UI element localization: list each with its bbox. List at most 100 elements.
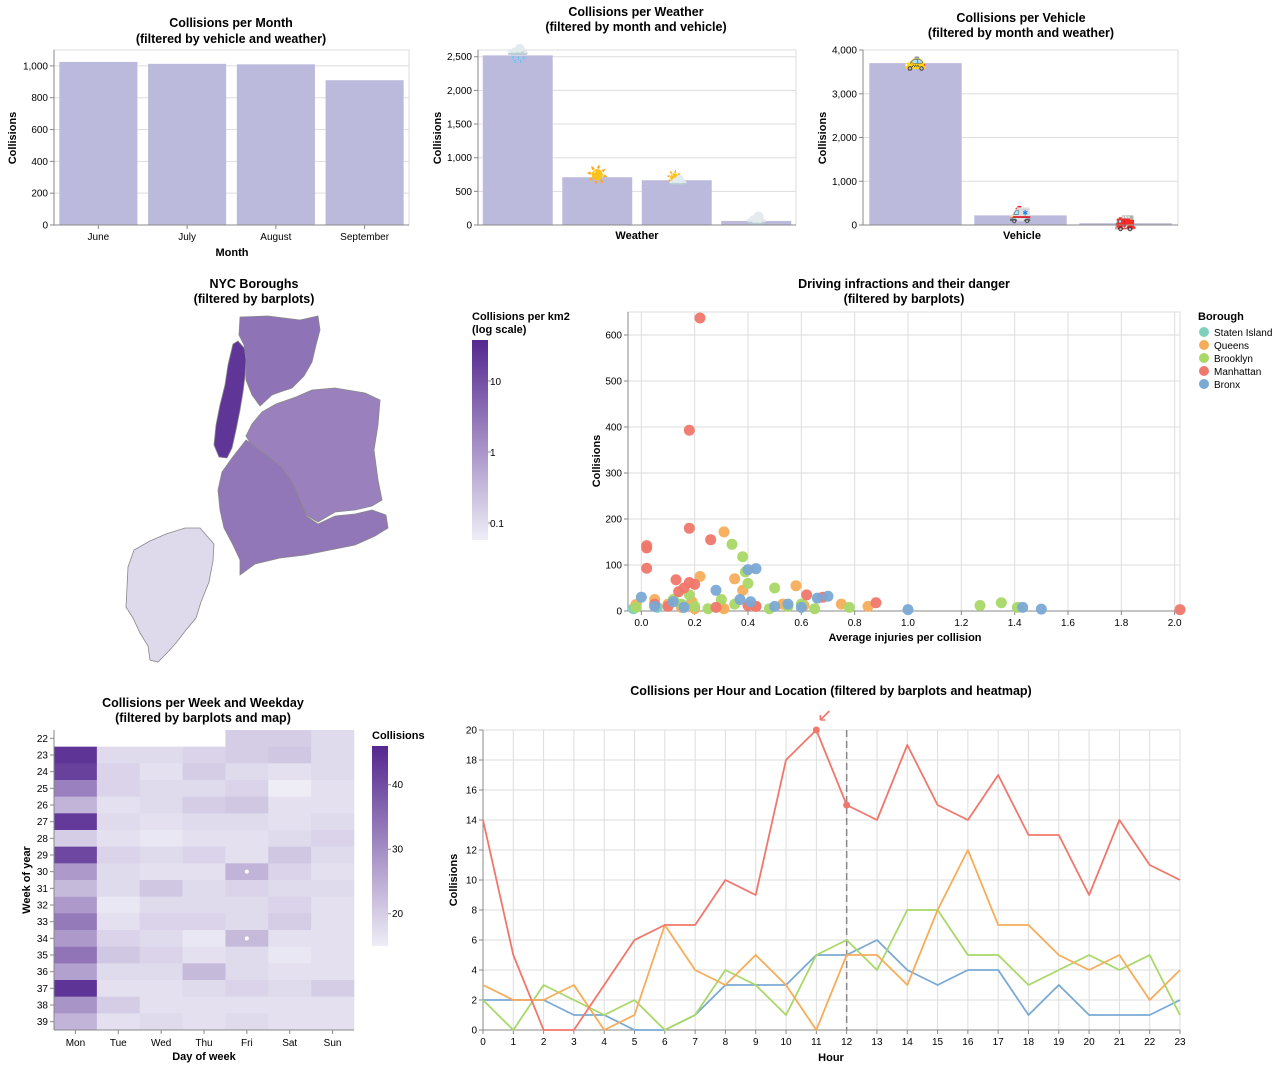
heatmap-cell — [54, 896, 98, 914]
heatmap-cell — [311, 863, 355, 881]
y-tick-label: 37 — [37, 984, 49, 995]
legend-tick-label: 40 — [392, 780, 404, 791]
y-tick-label: 400 — [605, 423, 622, 434]
x-tick-label: 0.4 — [741, 618, 755, 629]
heatmap-cell — [96, 813, 141, 831]
x-tick-label: 10 — [780, 1037, 792, 1048]
heatmap-cell — [182, 930, 226, 947]
borough-map[interactable]: NYC Boroughs (filtered by barplots) Coll… — [125, 277, 570, 663]
heatmap-cell — [311, 746, 355, 764]
borough-bronx[interactable] — [238, 315, 321, 407]
x-tick-label: Sun — [324, 1038, 342, 1049]
data-point — [790, 580, 802, 592]
heatmap-cell — [311, 980, 355, 997]
heatmap-cell — [311, 763, 355, 781]
chart-subtitle: (filtered by barplots) — [194, 292, 315, 306]
heatmap-cell — [311, 830, 355, 847]
x-tick-label: 19 — [1053, 1037, 1065, 1048]
heatmap-cell — [96, 946, 141, 964]
y-axis-label: Collisions — [591, 435, 603, 488]
legend-tick-label: 20 — [392, 909, 404, 920]
heatmap-cell — [311, 880, 355, 897]
chart-title: Collisions per Hour and Location (filter… — [630, 684, 1031, 698]
data-point — [769, 600, 781, 612]
y-tick-label: 39 — [37, 1017, 49, 1028]
heatmap-cell — [311, 780, 355, 797]
data-point — [801, 589, 813, 601]
x-tick-label: 9 — [753, 1037, 759, 1048]
legend-label: Brooklyn — [1214, 354, 1253, 365]
bar — [59, 61, 138, 225]
data-point — [734, 594, 746, 605]
heatmap-cell — [182, 796, 226, 814]
data-point — [742, 564, 754, 576]
heatmap-cell — [225, 780, 269, 797]
bar — [869, 63, 962, 225]
bar-icon: 🌧️ — [507, 42, 529, 64]
heatmap-cell — [182, 1013, 226, 1031]
pointer-arrow — [819, 710, 830, 721]
x-tick-label: 1 — [511, 1037, 517, 1048]
heatmap-cell — [268, 1013, 312, 1031]
map-color-legend: Collisions per km2 (log scale) 10 1 0.1 — [472, 311, 570, 540]
cell-marker — [244, 869, 249, 874]
borough-brooklyn[interactable] — [217, 439, 389, 576]
y-tick-label: 4,000 — [832, 46, 857, 57]
legend-label: Manhattan — [1214, 367, 1261, 378]
bar — [1079, 223, 1172, 225]
data-point — [641, 562, 653, 574]
heatmap-cell — [139, 963, 183, 981]
vehicle-bar-chart[interactable]: Collisions per Vehicle (filtered by mont… — [817, 11, 1179, 242]
heatmap-cell — [225, 1013, 269, 1031]
data-point — [641, 542, 653, 554]
cell-marker — [244, 936, 249, 941]
y-tick-label: 18 — [466, 756, 478, 767]
chart-subtitle: (filtered by month and vehicle) — [545, 20, 726, 34]
heatmap-cell — [139, 946, 183, 964]
y-tick-label: 32 — [37, 901, 49, 912]
heatmap-cell — [268, 880, 312, 897]
heatmap-cell — [139, 846, 183, 864]
legend-symbol — [1199, 327, 1209, 337]
heatmap-cell — [182, 946, 226, 964]
data-point — [902, 604, 914, 616]
x-tick-label: July — [178, 232, 196, 243]
legend-tick-label: 0.1 — [490, 519, 504, 530]
borough-manhattan[interactable] — [213, 340, 247, 459]
y-tick-label: 4 — [471, 966, 477, 977]
heatmap-cell — [54, 913, 98, 931]
heatmap-cell — [311, 963, 355, 981]
heatmap-cell — [225, 946, 269, 964]
heatmap-cell — [139, 996, 183, 1014]
x-tick-label: 17 — [993, 1037, 1005, 1048]
x-tick-label: 18 — [1023, 1037, 1035, 1048]
heatmap-cell — [311, 730, 355, 747]
y-axis-label: Collisions — [7, 112, 19, 165]
legend-symbol — [1199, 379, 1209, 389]
month-bar-chart[interactable]: Collisions per Month (filtered by vehicl… — [7, 16, 410, 259]
heatmap-cell — [139, 980, 183, 997]
heatmap-cell — [96, 796, 141, 814]
data-point — [694, 312, 706, 324]
heatmap-cell — [96, 896, 141, 914]
data-point — [795, 601, 807, 613]
heatmap-cell — [139, 780, 183, 797]
heatmap-cell — [182, 780, 226, 797]
highlight-point — [843, 801, 851, 809]
heatmap-cell — [54, 930, 98, 947]
hourly-line-chart[interactable]: Collisions per Hour and Location (filter… — [448, 684, 1186, 1064]
heatmap-cell — [139, 1013, 183, 1031]
y-tick-label: 1,000 — [447, 153, 472, 164]
y-tick-label: 2,500 — [447, 52, 472, 63]
borough-staten-island[interactable] — [125, 527, 215, 663]
heatmap-cell — [311, 796, 355, 814]
x-tick-label: 22 — [1144, 1037, 1156, 1048]
infractions-scatter-chart[interactable]: Driving infractions and their danger (fi… — [591, 277, 1272, 644]
y-tick-label: 31 — [37, 884, 49, 895]
heatmap-cell — [54, 830, 98, 847]
borough-legend[interactable]: Borough Staten Island Queens Brooklyn Manha… — [1198, 311, 1272, 391]
week-weekday-heatmap[interactable]: Collisions per Week and Weekday (filtere… — [21, 696, 425, 1063]
weather-bar-chart[interactable]: Collisions per Weather (filtered by mont… — [432, 5, 797, 242]
heatmap-cell — [268, 863, 312, 881]
